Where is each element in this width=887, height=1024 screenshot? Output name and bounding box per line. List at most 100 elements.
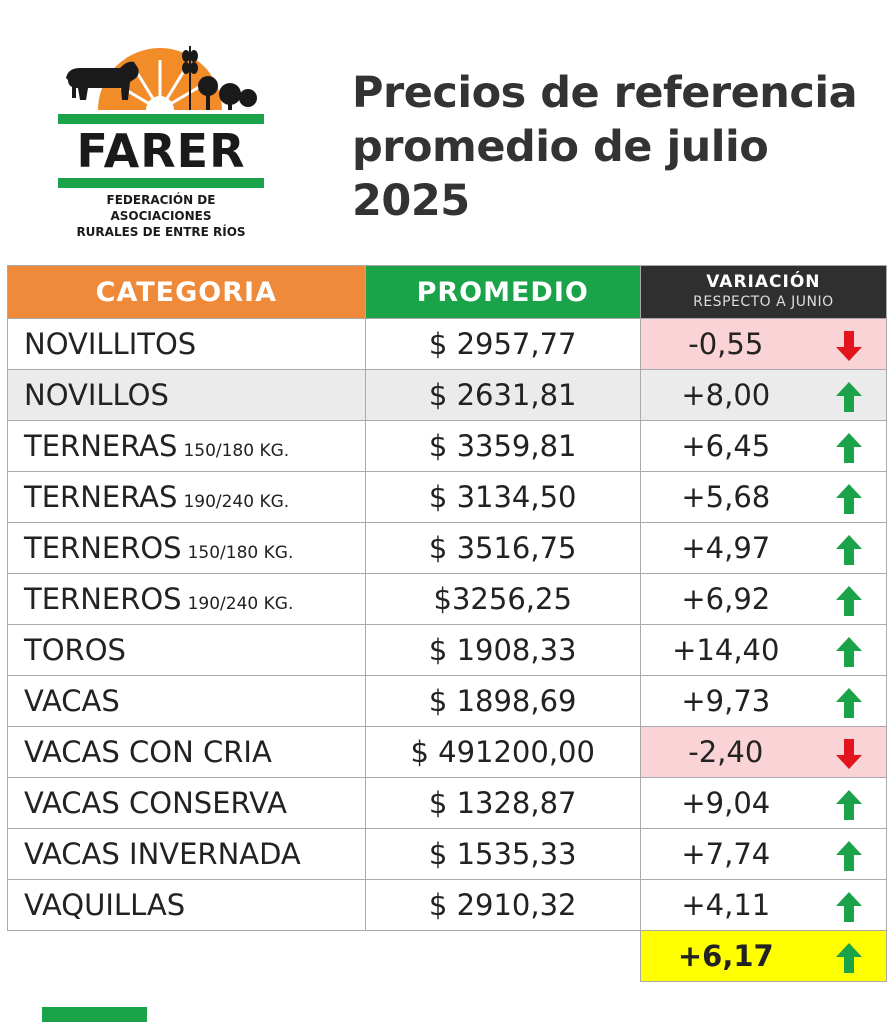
category-name: VACAS INVERNADA [24, 837, 301, 871]
variation-cell: +7,74 [639, 828, 887, 880]
logo-subtitle-line2: RURALES DE ENTRE RÍOS [76, 225, 246, 239]
logo-emblem [58, 46, 264, 124]
category-name: VACAS CON CRIA [24, 735, 272, 769]
bottom-accent-bar [42, 1007, 147, 1022]
table-row: TERNERAS 150/180 KG. $ 3359,81 +6,45 [7, 420, 887, 472]
arrow-up-icon [836, 688, 862, 718]
category-cell: VACAS CONSERVA [7, 777, 366, 829]
table-row: VACAS CON CRIA $ 491200,00 -2,40 [7, 726, 887, 778]
average-price-cell: $ 1908,33 [364, 624, 641, 676]
category-name: NOVILLITOS [24, 327, 197, 361]
average-price-cell: $ 3359,81 [364, 420, 641, 472]
header-variation-subtitle: RESPECTO A JUNIO [693, 294, 834, 310]
page-title: Precios de referencia promedio de julio … [352, 66, 872, 228]
variation-value: -2,40 [688, 735, 764, 769]
arrow-up-icon [836, 943, 862, 973]
category-cell: TERNEROS 150/180 KG. [7, 522, 366, 574]
arrow-up-icon [836, 841, 862, 871]
arrow-up-icon [836, 484, 862, 514]
price-table: CATEGORIA PROMEDIO VARIACIÓN RESPECTO A … [7, 265, 887, 982]
variation-cell: +9,04 [639, 777, 887, 829]
average-price-cell: $ 2910,32 [364, 879, 641, 931]
variation-value: +6,92 [681, 582, 771, 616]
arrow-up-icon [836, 586, 862, 616]
logo-subtitle: FEDERACIÓN DE ASOCIACIONES RURALES DE EN… [58, 192, 264, 240]
variation-cell: +9,73 [639, 675, 887, 727]
table-row: TOROS $ 1908,33 +14,40 [7, 624, 887, 676]
table-row: NOVILLOS $ 2631,81 +8,00 [7, 369, 887, 421]
category-cell: TERNERAS 190/240 KG. [7, 471, 366, 523]
category-cell: TERNERAS 150/180 KG. [7, 420, 366, 472]
variation-value: +6,45 [681, 429, 771, 463]
category-name: TERNERAS [24, 429, 178, 463]
category-cell: VACAS [7, 675, 366, 727]
arrow-down-icon [836, 739, 862, 769]
arrow-up-icon [836, 382, 862, 412]
variation-cell: +6,45 [639, 420, 887, 472]
arrow-up-icon [836, 637, 862, 667]
category-weight-range: 190/240 KG. [187, 594, 294, 614]
category-weight-range: 190/240 KG. [183, 492, 290, 512]
variation-cell: -0,55 [639, 318, 887, 370]
category-cell: NOVILLITOS [7, 318, 366, 370]
farer-logo: FARER FEDERACIÓN DE ASOCIACIONES RURALES… [58, 38, 264, 239]
table-row: VACAS CONSERVA $ 1328,87 +9,04 [7, 777, 887, 829]
variation-value: +7,74 [681, 837, 771, 871]
average-price-cell: $ 491200,00 [364, 726, 641, 778]
average-price-cell: $ 1328,87 [364, 777, 641, 829]
title-line2: promedio de julio [352, 122, 769, 172]
variation-value: +8,00 [681, 378, 771, 412]
total-spacer [365, 931, 640, 982]
arrow-up-icon [836, 892, 862, 922]
category-name: TERNEROS [24, 531, 182, 565]
total-variation-value: +6,17 [677, 939, 774, 973]
arrow-down-icon [836, 331, 862, 361]
header-variation: VARIACIÓN RESPECTO A JUNIO [639, 265, 887, 319]
logo-wordmark: FARER [76, 124, 246, 178]
category-name: TOROS [24, 633, 126, 667]
cow-icon [66, 61, 139, 100]
logo-green-band [58, 178, 264, 188]
variation-value: +9,73 [681, 684, 771, 718]
variation-cell: -2,40 [639, 726, 887, 778]
total-spacer [8, 931, 366, 982]
average-price-cell: $ 1535,33 [364, 828, 641, 880]
category-name: TERNEROS [24, 582, 182, 616]
average-price-cell: $ 3516,75 [364, 522, 641, 574]
average-price-cell: $3256,25 [364, 573, 641, 625]
logo-subtitle-line1: FEDERACIÓN DE ASOCIACIONES [106, 193, 216, 223]
variation-value: +4,97 [681, 531, 771, 565]
table-row: VACAS $ 1898,69 +9,73 [7, 675, 887, 727]
average-price-cell: $ 1898,69 [364, 675, 641, 727]
title-line1: Precios de referencia [352, 68, 858, 118]
category-weight-range: 150/180 KG. [183, 441, 290, 461]
category-weight-range: 150/180 KG. [187, 543, 294, 563]
variation-cell: +8,00 [639, 369, 887, 421]
category-cell: VAQUILLAS [7, 879, 366, 931]
table-row: TERNEROS 150/180 KG. $ 3516,75 +4,97 [7, 522, 887, 574]
variation-value: +4,11 [681, 888, 771, 922]
table-row: TERNERAS 190/240 KG. $ 3134,50 +5,68 [7, 471, 887, 523]
header-variation-title: VARIACIÓN [706, 272, 821, 292]
category-name: VACAS CONSERVA [24, 786, 287, 820]
variation-value: +9,04 [681, 786, 771, 820]
variation-value: +5,68 [681, 480, 771, 514]
category-name: NOVILLOS [24, 378, 169, 412]
variation-cell: +4,97 [639, 522, 887, 574]
arrow-up-icon [836, 535, 862, 565]
average-price-cell: $ 2631,81 [364, 369, 641, 421]
category-cell: TERNEROS 190/240 KG. [7, 573, 366, 625]
category-name: VACAS [24, 684, 120, 718]
category-cell: TOROS [7, 624, 366, 676]
table-row: TERNEROS 190/240 KG. $3256,25 +6,92 [7, 573, 887, 625]
title-line3: 2025 [352, 176, 470, 226]
variation-cell: +5,68 [639, 471, 887, 523]
variation-cell: +6,92 [639, 573, 887, 625]
table-row: VACAS INVERNADA $ 1535,33 +7,74 [7, 828, 887, 880]
category-cell: VACAS CON CRIA [7, 726, 366, 778]
table-row: VAQUILLAS $ 2910,32 +4,11 [7, 879, 887, 931]
header-average: PROMEDIO [364, 265, 641, 319]
variation-value: -0,55 [688, 327, 764, 361]
category-cell: NOVILLOS [7, 369, 366, 421]
arrow-up-icon [836, 790, 862, 820]
